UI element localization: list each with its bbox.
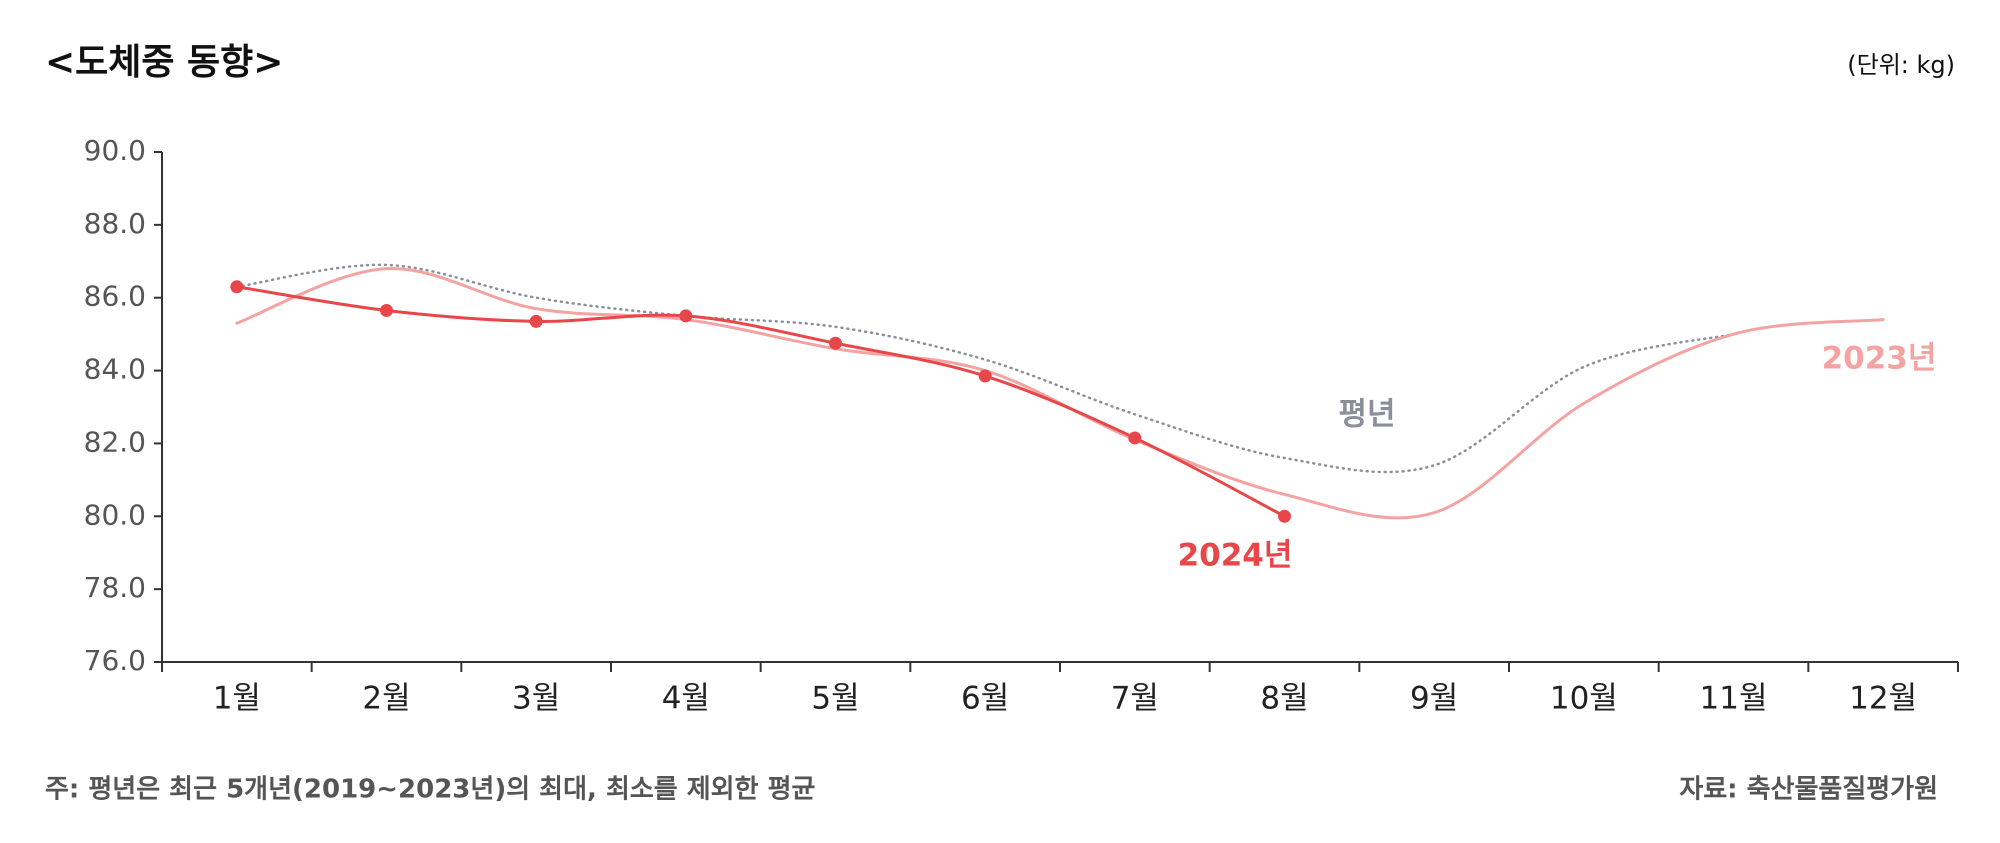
x-tick-label: 5월 (811, 681, 859, 717)
point (1128, 431, 1142, 445)
point (1278, 509, 1291, 523)
y-tick-label: 84.0 (84, 353, 146, 386)
x-tick-label: 11월 (1700, 681, 1768, 717)
x-tick-label: 2월 (362, 681, 410, 717)
point (829, 336, 842, 350)
x-tick-label: 1월 (213, 681, 261, 717)
x-tick-label: 12월 (1849, 681, 1917, 717)
series-line (235, 285, 1286, 518)
point (380, 303, 393, 317)
y-tick-label: 80.0 (84, 498, 146, 531)
series-line (235, 267, 1885, 520)
x-tick-label: 6월 (961, 681, 1009, 717)
y-tick-label: 76.0 (84, 644, 146, 677)
x-tick-label: 4월 (662, 681, 710, 717)
x-tick-label: 8월 (1260, 681, 1308, 717)
chart-title: <도체중 동향> (45, 42, 283, 83)
y-tick-label: 90.0 (84, 134, 146, 167)
y-tick-label: 78.0 (84, 571, 146, 604)
x-tick-label: 3월 (512, 681, 560, 717)
point (230, 280, 244, 294)
point (529, 314, 543, 328)
x-tick-label: 7월 (1111, 681, 1159, 717)
series-label: 2023년 (1822, 341, 1937, 377)
footnote: 주: 평년은 최근 5개년(2019~2023년)의 최대, 최소를 제외한 평… (45, 775, 815, 805)
series-label: 2024년 (1178, 538, 1293, 574)
series-line (235, 263, 1735, 474)
x-tick-label: 9월 (1410, 681, 1458, 717)
point (679, 309, 693, 323)
unit-label: (단위: kg) (1847, 51, 1955, 79)
x-tick-label: 10월 (1550, 681, 1618, 717)
y-tick-label: 82.0 (84, 425, 146, 458)
source: 자료: 축산물품질평가원 (1679, 775, 1938, 805)
y-tick-label: 86.0 (84, 280, 146, 313)
y-tick-label: 88.0 (84, 207, 146, 240)
series-label: 평년 (1338, 397, 1395, 433)
point (978, 369, 992, 383)
